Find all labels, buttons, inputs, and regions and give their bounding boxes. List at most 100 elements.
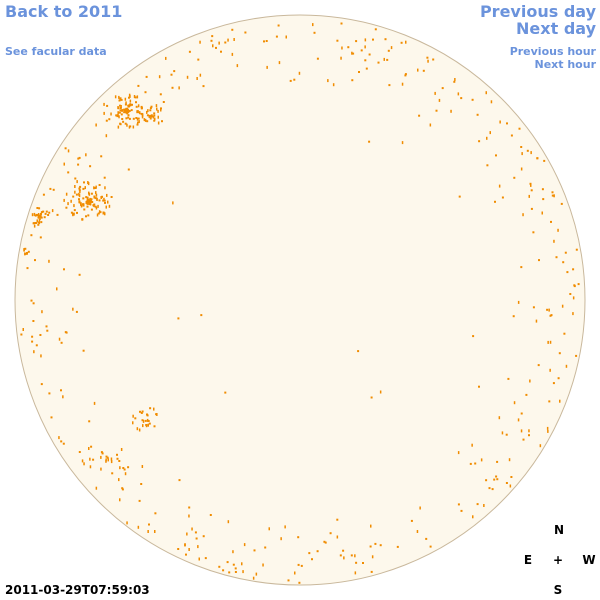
facula <box>541 188 544 191</box>
facula <box>388 84 391 87</box>
facula <box>56 287 58 291</box>
facula <box>52 188 55 191</box>
facula <box>88 420 91 423</box>
facula <box>153 112 156 115</box>
facula <box>132 414 134 418</box>
facula <box>92 458 95 461</box>
facula <box>90 199 92 203</box>
facula <box>266 65 268 69</box>
facula <box>528 194 530 198</box>
facula <box>128 105 130 108</box>
facula <box>78 189 81 192</box>
back-link[interactable]: Back to 2011 <box>5 2 123 21</box>
facula <box>146 114 149 117</box>
facula <box>178 86 180 90</box>
facula <box>84 186 86 190</box>
facula <box>95 123 97 127</box>
facula <box>506 122 508 125</box>
facula <box>401 82 404 86</box>
facula <box>47 214 50 216</box>
facula <box>141 113 144 117</box>
facula <box>441 87 444 90</box>
facular-link[interactable]: See facular data <box>5 45 107 58</box>
next-day-link[interactable]: Next day <box>516 19 596 38</box>
facula <box>121 118 124 120</box>
facula <box>522 213 524 217</box>
facula <box>199 73 202 77</box>
facula <box>379 390 382 394</box>
facula <box>137 84 140 87</box>
facula <box>538 259 540 262</box>
facula <box>93 186 95 190</box>
facula <box>132 117 135 120</box>
facula <box>340 22 343 25</box>
facula <box>124 108 127 111</box>
facula <box>212 44 214 48</box>
facula <box>149 117 152 120</box>
facula <box>85 215 87 218</box>
facula <box>122 467 125 469</box>
facula <box>563 332 566 335</box>
facula <box>404 74 407 77</box>
facula <box>552 382 555 385</box>
facula <box>125 101 127 105</box>
facula <box>569 293 572 295</box>
facula <box>88 203 91 205</box>
facula <box>82 349 85 352</box>
facula <box>188 506 191 509</box>
facula <box>120 448 123 451</box>
facula <box>157 109 159 113</box>
facula <box>94 197 97 200</box>
facula <box>135 105 138 108</box>
facula <box>355 40 358 43</box>
facula <box>520 412 523 415</box>
facula <box>72 195 75 198</box>
facula <box>530 151 532 155</box>
facula <box>275 35 278 38</box>
facula <box>45 210 48 213</box>
previous-day-link[interactable]: Previous day <box>479 2 596 21</box>
facula <box>316 57 319 60</box>
facula <box>58 436 60 440</box>
facula <box>165 56 167 60</box>
facula <box>191 527 193 531</box>
facula <box>501 196 504 199</box>
facula <box>86 198 89 202</box>
facula <box>390 46 393 50</box>
facula <box>233 38 235 41</box>
facula <box>142 419 145 423</box>
next-hour-link[interactable]: Next hour <box>534 58 597 71</box>
facula <box>20 333 23 336</box>
facula <box>42 193 45 196</box>
facula <box>79 185 82 188</box>
facula <box>365 67 368 70</box>
facula <box>557 377 560 380</box>
facula <box>145 424 148 426</box>
facula <box>96 197 98 201</box>
compass-west: W <box>582 553 596 567</box>
facula <box>149 109 152 112</box>
facula <box>23 248 25 252</box>
facula <box>368 140 371 143</box>
facula <box>110 460 113 464</box>
facula <box>546 308 549 311</box>
facula <box>95 191 97 195</box>
facula <box>30 299 33 302</box>
facula <box>336 518 339 521</box>
facula <box>171 86 174 89</box>
facula <box>67 171 70 174</box>
facula <box>368 53 371 56</box>
facula <box>429 545 432 548</box>
facula <box>31 340 34 343</box>
facula <box>234 567 237 570</box>
facula <box>138 120 140 124</box>
facula <box>100 451 103 454</box>
facula <box>132 421 134 425</box>
facula <box>546 426 549 430</box>
facula <box>90 198 93 201</box>
previous-hour-link[interactable]: Previous hour <box>509 45 596 58</box>
facula <box>106 193 108 197</box>
facula <box>137 110 139 113</box>
facula <box>427 59 429 63</box>
compass-east: E <box>523 553 533 567</box>
